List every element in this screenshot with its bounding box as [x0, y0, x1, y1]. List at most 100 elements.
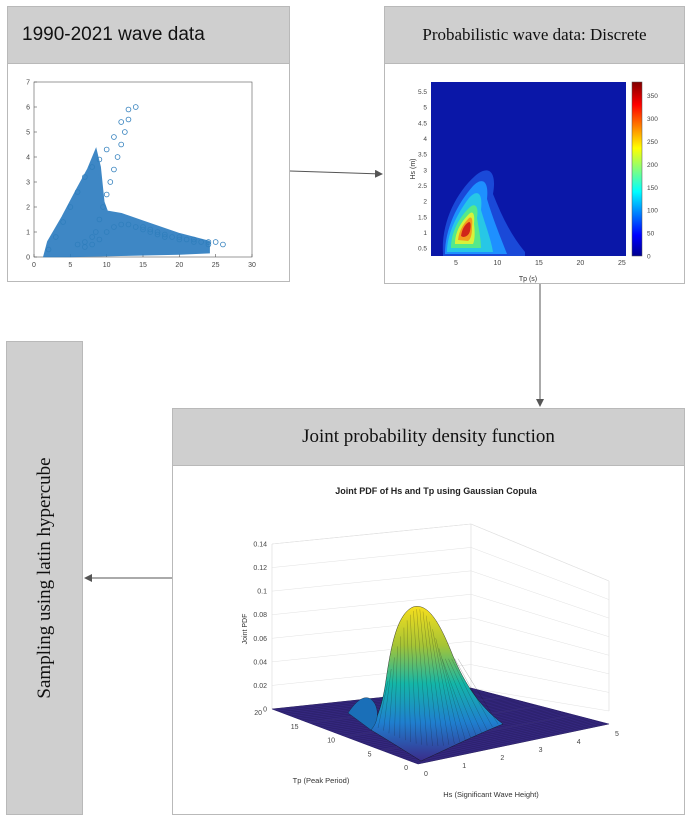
heatmap-ytick-label: 5	[423, 105, 427, 112]
surface-zgrid	[271, 547, 472, 568]
colorbar-tick-label: 0	[647, 254, 651, 261]
scatter-point	[103, 191, 110, 198]
scatter-point	[60, 219, 66, 225]
scatter-point	[96, 156, 103, 163]
scatter-point	[191, 239, 197, 245]
colorbar-tick-label: 200	[647, 162, 658, 169]
scatter-ytick-label: 7	[26, 80, 30, 87]
scatter-point	[114, 154, 121, 160]
scatter-xtick-label: 25	[212, 262, 220, 269]
surface-peak-mesh	[388, 657, 395, 734]
surface-peak-mesh	[383, 669, 392, 731]
scatter-xtick-label: 15	[139, 262, 147, 269]
heatmap-xtick-label: 5	[454, 260, 458, 267]
surface-mesh-line	[414, 722, 606, 763]
heatmap-xtick-label: 25	[618, 260, 626, 267]
surface-ztick-label: 0.04	[253, 659, 267, 666]
arrow-raw-to-discrete	[289, 169, 383, 178]
heatmap-ytick-label: 1.5	[418, 214, 427, 221]
surface-hstick-label: 1	[462, 763, 466, 770]
scatter-point	[132, 224, 139, 230]
heatmap-colorbar	[631, 81, 643, 257]
scatter-point	[125, 116, 132, 123]
surface-zgrid	[271, 523, 472, 545]
surface-peak-mesh	[451, 658, 488, 731]
joint-pdf-title: Joint probability density function	[302, 426, 555, 447]
surface-peak-mesh	[441, 658, 471, 739]
scatter-xtick-label: 20	[175, 262, 183, 269]
scatter-point	[118, 221, 124, 228]
heatmap-ytick-label: 2	[423, 199, 427, 206]
surface-zgrid	[271, 570, 472, 592]
colorbar-tick-label: 100	[647, 208, 658, 215]
surface-mesh-line	[407, 721, 599, 761]
scatter-point	[176, 236, 183, 243]
scatter-point	[89, 234, 95, 240]
colorbar-tick-label: 50	[647, 231, 655, 238]
surface-peak-mesh	[416, 609, 428, 746]
scatter-ytick-label: 5	[26, 130, 30, 137]
scatter-ytick-label: 0	[26, 255, 30, 262]
scatter-point	[147, 226, 154, 233]
surface-peak-mesh	[454, 658, 493, 728]
scatter-point	[176, 234, 183, 240]
scatter-ytick-label: 3	[26, 180, 30, 187]
surface-peak-mesh	[426, 615, 444, 746]
surface-ztick-label: 0	[263, 707, 267, 714]
joint-pdf-header: Joint probability density function	[173, 409, 684, 466]
scatter-point	[92, 229, 99, 235]
discrete-probability-panel: Probabilistic wave data: Discrete 5 10 15 2…	[384, 6, 685, 284]
surface-peak-mesh	[406, 620, 411, 743]
surface-zgrid	[271, 617, 472, 639]
surface-peak-mesh	[399, 636, 401, 739]
scatter-ytick-label: 1	[26, 230, 30, 237]
surface-peak-mesh	[445, 658, 477, 736]
scatter-point	[45, 246, 52, 253]
surface-title: Joint PDF of Hs and Tp using Gaussian Co…	[335, 486, 538, 496]
heatmap-ytick-label: 5.5	[418, 89, 427, 96]
surface-ylabel: Tp (Peak Period)	[293, 776, 350, 785]
scatter-point	[103, 146, 110, 153]
surface-zgrid	[470, 594, 610, 637]
surface-tptick-label: 10	[327, 738, 335, 745]
scatter-point	[111, 224, 117, 230]
surface-ztick-label: 0.06	[253, 636, 267, 643]
surface-hstick-label: 5	[615, 731, 619, 738]
colorbar-tick-label: 350	[647, 93, 658, 100]
discrete-probability-header: Probabilistic wave data: Discrete	[385, 7, 684, 64]
heatmap-xlabel: Tp (s)	[519, 276, 537, 283]
heatmap-contours	[442, 170, 525, 256]
heatmap-ylabel: Hs (m)	[410, 159, 417, 180]
surface-mesh-line	[410, 722, 603, 762]
surface-peak-mesh	[419, 609, 433, 746]
surface-peak-mesh	[432, 629, 455, 744]
surface-plot: Joint PDF of Hs and Tp using Gaussian Co…	[242, 486, 619, 799]
heatmap-plot: 5 10 15 20 250.511.522.533.544.555.5 Tp (s) …	[410, 81, 658, 283]
colorbar-tick-label: 150	[647, 185, 658, 192]
surface-peak-mesh	[435, 638, 460, 743]
scatter-point	[147, 229, 154, 235]
heatmap-xtick-label: 20	[576, 260, 584, 267]
scatter-point	[100, 204, 106, 210]
colorbar-tick-label: 250	[647, 139, 658, 146]
raw-wave-data-panel: 1990-2021 wave data 0 5 10 15 20 25 30 0 1 2 3 4 5 6 7	[7, 6, 290, 282]
surface-peak-mesh	[394, 646, 398, 736]
surface-zgrid	[470, 523, 610, 582]
surface-ztick-label: 0.02	[253, 683, 267, 690]
surface-tptick-label: 0	[404, 765, 408, 772]
surface-ztick-label: 0.1	[257, 589, 267, 596]
scatter-point	[118, 141, 124, 148]
scatter-point	[89, 164, 95, 170]
surface-mesh-line	[417, 723, 610, 765]
discrete-probability-title: Probabilistic wave data: Discrete	[422, 25, 647, 44]
surface-tptick-label: 20	[254, 710, 262, 717]
surface-zgrid	[470, 687, 610, 712]
surface-ridge	[347, 697, 378, 731]
surface-ztick-label: 0.12	[253, 565, 267, 572]
scatter-ytick-label: 6	[26, 105, 30, 112]
scatter-xtick-label: 0	[32, 262, 36, 269]
heatmap-xtick-label: 15	[535, 260, 543, 267]
surface-zlabel: Joint PDF	[242, 614, 249, 645]
scatter-point	[198, 239, 204, 245]
raw-wave-data-title: 1990-2021 wave data	[22, 24, 205, 45]
